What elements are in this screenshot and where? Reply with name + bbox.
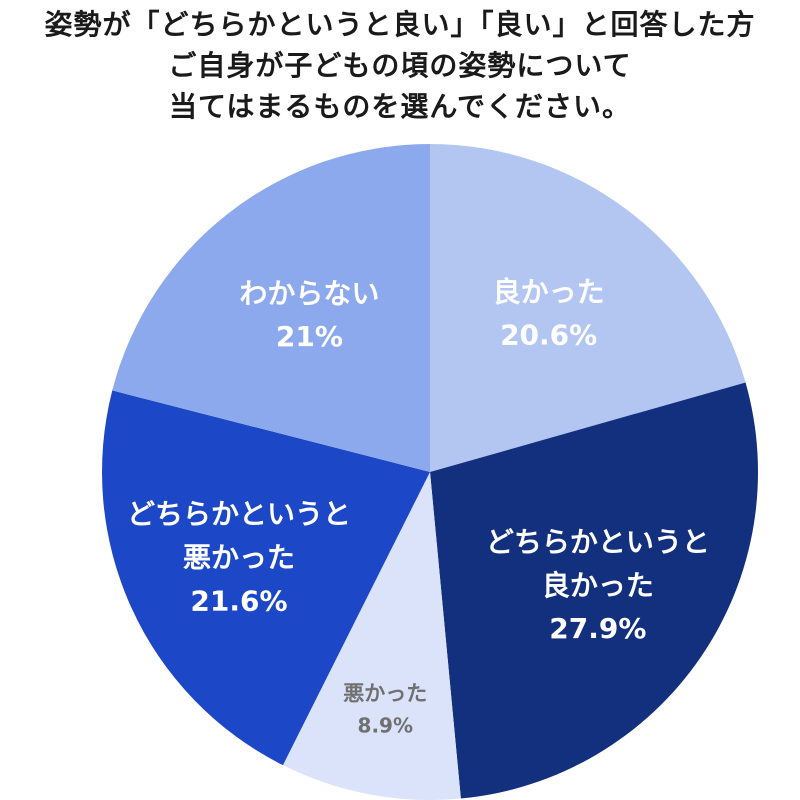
slice-label-1-line-1: 良かった bbox=[493, 275, 605, 308]
pie-slice-1 bbox=[430, 144, 746, 472]
slice-label-4-line-1: どちらかというと bbox=[127, 498, 351, 531]
slice-label-5-line-1: わからない bbox=[239, 277, 379, 310]
chart-title-line-3: 当てはまるものを選んでください。 bbox=[168, 90, 632, 123]
chart-title: 姿勢が「どちらかというと良い」「良い」と回答した方 ご自身が子どもの頃の姿勢につ… bbox=[0, 4, 800, 127]
chart-title-line-2: ご自身が子どもの頃の姿勢について bbox=[168, 49, 632, 82]
chart-title-line-1: 姿勢が「どちらかというと良い」「良い」と回答した方 bbox=[44, 8, 756, 41]
slice-label-2-line-1: どちらかというと bbox=[486, 525, 710, 558]
pie-slice-4 bbox=[101, 390, 430, 766]
pie-slice-3 bbox=[282, 472, 461, 800]
slice-value-4: 21.6% bbox=[190, 584, 287, 617]
slice-value-5: 21% bbox=[276, 320, 343, 353]
slice-label-2-line-2: 良かった bbox=[542, 569, 654, 602]
slice-value-1: 20.6% bbox=[500, 319, 597, 352]
slice-label-4-line-2: 悪かった bbox=[183, 541, 295, 574]
slice-value-3: 8.9% bbox=[358, 713, 413, 737]
slice-label-3-line-1: 悪かった bbox=[343, 681, 427, 705]
pie-slice-2 bbox=[430, 382, 759, 799]
pie-slice-5 bbox=[112, 144, 431, 472]
slice-value-2: 27.9% bbox=[549, 612, 646, 645]
